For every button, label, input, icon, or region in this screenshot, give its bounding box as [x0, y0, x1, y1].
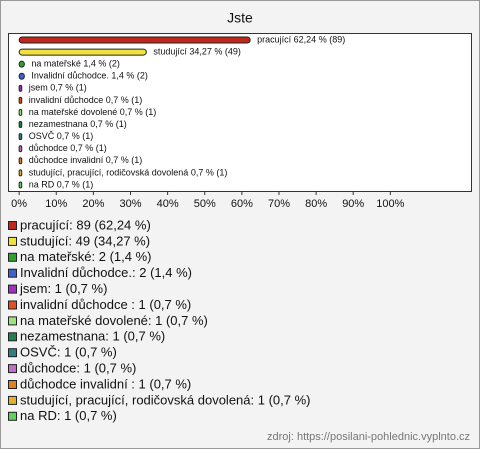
bar — [18, 181, 23, 189]
legend-label: na RD: 1 (0,7 %) — [20, 408, 117, 423]
x-tick-label: 10% — [45, 198, 67, 210]
bar-label: invalidní důchodce 0,7 % (1) — [29, 95, 143, 105]
bar — [18, 96, 23, 104]
legend-label: studující: 49 (34,27 %) — [20, 233, 150, 248]
bar — [18, 60, 25, 68]
legend-label: na mateřské: 2 (1,4 %) — [20, 249, 152, 264]
plot-area — [8, 33, 472, 192]
x-tick-label: 20% — [82, 198, 104, 210]
x-tick-label: 40% — [157, 198, 179, 210]
legend-label: invalidní důchodce : 1 (0,7 %) — [20, 297, 191, 312]
legend-swatch — [8, 236, 17, 246]
legend-label: jsem: 1 (0,7 %) — [19, 281, 107, 296]
x-tick-label: 0% — [11, 198, 27, 210]
bar — [18, 108, 23, 116]
bar-label: na mateřské dovolené 0,7 % (1) — [29, 107, 157, 117]
legend-swatch — [8, 284, 17, 294]
bar — [18, 145, 23, 153]
legend-label: studující, pracující, rodičovská dovolen… — [20, 392, 310, 407]
legend-swatch — [8, 252, 17, 262]
legend-label: OSVČ: 1 (0,7 %) — [20, 345, 117, 360]
bar-label: jsem 0,7 % (1) — [28, 83, 87, 93]
legend-swatch — [8, 316, 17, 326]
legend-swatch — [8, 380, 17, 389]
x-tick-label: 90% — [342, 198, 364, 210]
legend-swatch — [8, 332, 17, 342]
bar-label: OSVČ 0,7 % (1) — [29, 131, 94, 141]
bar — [18, 121, 23, 129]
legend-swatch — [8, 300, 17, 310]
bar — [18, 36, 251, 44]
legend-label: nezamestnana: 1 (0,7 %) — [20, 329, 165, 344]
bar-label: Invalidní důchodce. 1,4 % (2) — [31, 71, 148, 81]
bar-label: důchodce invalidní 0,7 % (1) — [29, 155, 143, 165]
legend-swatch — [8, 411, 17, 421]
bar-label: nezamestnana 0,7 % (1) — [29, 119, 127, 129]
bar-label: důchodce 0,7 % (1) — [29, 143, 107, 153]
bar-label: pracující 62,24 % (89) — [257, 34, 345, 44]
bar — [18, 157, 23, 165]
x-tick-label: 100% — [376, 198, 404, 210]
legend-label: na mateřské dovolené: 1 (0,7 %) — [20, 313, 208, 328]
x-tick-label: 30% — [119, 198, 141, 210]
bar — [18, 84, 23, 92]
x-tick-label: 80% — [305, 198, 327, 210]
bar-label: studující, pracující, rodičovská dovolen… — [29, 167, 228, 177]
bar-label: na mateřské 1,4 % (2) — [31, 59, 120, 69]
legend-label: pracující: 89 (62,24 %) — [20, 217, 151, 232]
bar — [18, 169, 23, 177]
x-tick-label: 60% — [231, 198, 253, 210]
bar — [18, 72, 25, 80]
chart-title: Jste — [227, 10, 253, 26]
bar — [18, 48, 147, 56]
legend-swatch — [8, 268, 17, 278]
legend-label: důchodce invalidní : 1 (0,7 %) — [20, 376, 191, 391]
x-tick-label: 50% — [194, 198, 216, 210]
legend-label: důchodce: 1 (0,7 %) — [20, 361, 136, 376]
legend-swatch — [8, 395, 17, 405]
x-tick-label: 70% — [268, 198, 290, 210]
legend-label: Invalidní důchodce.: 2 (1,4 %) — [20, 265, 192, 280]
bar — [18, 133, 23, 141]
bar-label: studující 34,27 % (49) — [153, 46, 241, 56]
bar-label: na RD 0,7 % (1) — [29, 179, 94, 189]
source: zdroj: https://posilani-pohlednic.vyplnt… — [267, 431, 470, 443]
legend-swatch — [8, 364, 17, 374]
legend-swatch — [8, 221, 17, 230]
legend-swatch — [8, 348, 17, 358]
